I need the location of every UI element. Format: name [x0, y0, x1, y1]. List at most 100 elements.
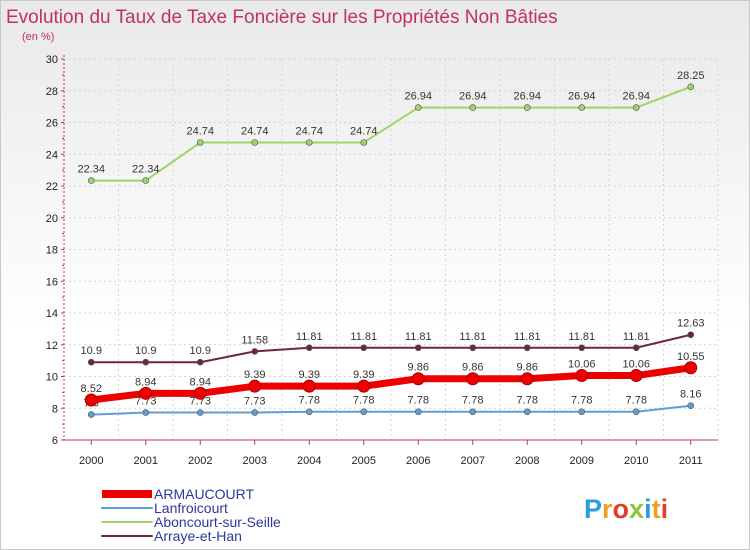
data-label-ARMAUCOURT-2006: 9.86 — [408, 362, 429, 374]
point-Aboncourt-sur-Seille-2008 — [523, 104, 531, 111]
data-label-Arraye-et-Han-2002: 10.9 — [190, 345, 211, 357]
data-label-Lanfroicourt-2004: 7.78 — [299, 395, 320, 407]
chart-subtitle: (en %) — [22, 31, 54, 43]
point-Arraye-et-Han-2010 — [632, 344, 640, 352]
data-label-ARMAUCOURT-2005: 9.39 — [353, 369, 374, 381]
brand-letter: x — [629, 494, 644, 524]
point-ARMAUCOURT-2007 — [466, 372, 480, 386]
point-ARMAUCOURT-2002 — [193, 386, 207, 400]
point-Aboncourt-sur-Seille-2003 — [251, 139, 259, 146]
point-Aboncourt-sur-Seille-2002 — [196, 139, 204, 146]
point-ARMAUCOURT-2008 — [520, 372, 534, 386]
point-Aboncourt-sur-Seille-2010 — [632, 104, 640, 111]
data-label-ARMAUCOURT-2003: 9.39 — [244, 369, 265, 381]
legend-label-Lanfroicourt: Lanfroicourt — [154, 500, 228, 516]
data-label-Lanfroicourt-2003: 7.73 — [244, 396, 265, 408]
point-Arraye-et-Han-2001 — [142, 358, 150, 366]
point-Arraye-et-Han-2004 — [305, 344, 313, 352]
data-label-Lanfroicourt-2011: 8.16 — [680, 389, 701, 401]
data-label-Arraye-et-Han-2000: 10.9 — [81, 345, 102, 357]
data-label-Aboncourt-sur-Seille-2005: 24.74 — [350, 126, 378, 138]
data-label-Lanfroicourt-2002: 7.73 — [190, 396, 211, 408]
point-Aboncourt-sur-Seille-2001 — [142, 177, 150, 184]
data-label-Lanfroicourt-2007: 7.78 — [462, 395, 483, 407]
series-line-ARMAUCOURT — [87, 364, 695, 404]
brand-letter: o — [613, 494, 630, 524]
data-label-ARMAUCOURT-2008: 9.86 — [517, 362, 538, 374]
point-Arraye-et-Han-2002 — [196, 358, 204, 366]
x-tick-label-2006: 2006 — [406, 455, 430, 467]
point-Lanfroicourt-2005 — [360, 408, 368, 416]
legend-label-Arraye-et-Han: Arraye-et-Han — [154, 528, 242, 544]
data-label-Arraye-et-Han-2006: 11.81 — [405, 331, 432, 343]
point-Aboncourt-sur-Seille-2006 — [414, 104, 422, 111]
x-tick-label-2002: 2002 — [188, 455, 212, 467]
data-label-Aboncourt-sur-Seille-2002: 24.74 — [186, 126, 214, 138]
point-Lanfroicourt-2003 — [251, 409, 259, 416]
point-Arraye-et-Han-2000 — [87, 358, 95, 366]
data-label-ARMAUCOURT-2002: 8.94 — [190, 376, 211, 388]
legend: ARMAUCOURTLanfroicourtAboncourt-sur-Seil… — [101, 486, 281, 544]
point-Aboncourt-sur-Seille-2005 — [360, 139, 368, 146]
y-tick-label-14: 14 — [46, 308, 58, 320]
y-tick-label-10: 10 — [46, 372, 58, 384]
point-Lanfroicourt-2006 — [414, 408, 422, 416]
x-tick-label-2001: 2001 — [134, 455, 158, 467]
point-Lanfroicourt-2001 — [142, 409, 150, 416]
point-Aboncourt-sur-Seille-2004 — [305, 139, 313, 146]
data-label-Aboncourt-sur-Seille-2003: 24.74 — [241, 126, 269, 138]
point-ARMAUCOURT-2005 — [357, 379, 371, 393]
data-label-Arraye-et-Han-2007: 11.81 — [459, 331, 486, 343]
data-label-Lanfroicourt-2001: 7.73 — [135, 396, 156, 408]
point-Arraye-et-Han-2006 — [414, 344, 422, 352]
point-Aboncourt-sur-Seille-2009 — [578, 104, 586, 111]
data-label-Aboncourt-sur-Seille-2001: 22.34 — [132, 164, 160, 176]
point-ARMAUCOURT-2006 — [411, 372, 425, 386]
point-ARMAUCOURT-2004 — [302, 379, 316, 393]
point-Arraye-et-Han-2005 — [360, 344, 368, 352]
point-Lanfroicourt-2000 — [87, 411, 95, 418]
x-tick-label-2004: 2004 — [297, 455, 321, 467]
data-label-Lanfroicourt-2009: 7.78 — [571, 395, 592, 407]
data-label-Aboncourt-sur-Seille-2009: 26.94 — [568, 91, 596, 103]
x-tick-label-2010: 2010 — [624, 455, 648, 467]
point-Arraye-et-Han-2011 — [687, 331, 695, 339]
point-Arraye-et-Han-2008 — [523, 344, 531, 352]
x-tick-label-2005: 2005 — [352, 455, 376, 467]
point-Arraye-et-Han-2007 — [469, 344, 477, 352]
x-tick-label-2009: 2009 — [570, 455, 594, 467]
point-Aboncourt-sur-Seille-2000 — [87, 177, 95, 184]
point-Aboncourt-sur-Seille-2007 — [469, 104, 477, 111]
data-label-ARMAUCOURT-2001: 8.94 — [135, 376, 156, 388]
legend-label-Aboncourt-sur-Seille: Aboncourt-sur-Seille — [154, 514, 281, 530]
point-ARMAUCOURT-2001 — [139, 386, 153, 400]
data-label-Aboncourt-sur-Seille-2004: 24.74 — [295, 126, 323, 138]
y-tick-label-30: 30 — [46, 54, 58, 66]
y-tick-label-18: 18 — [46, 245, 58, 257]
legend-label-ARMAUCOURT: ARMAUCOURT — [154, 486, 255, 502]
proxiti-logo: Proxiti — [584, 494, 668, 524]
data-label-ARMAUCOURT-2010: 10.06 — [622, 359, 650, 371]
brand-letter: r — [602, 494, 613, 524]
data-label-Lanfroicourt-2006: 7.78 — [408, 395, 429, 407]
data-label-Arraye-et-Han-2001: 10.9 — [135, 345, 156, 357]
data-label-Arraye-et-Han-2010: 11.81 — [623, 331, 650, 343]
chart-title: Evolution du Taux de Taxe Foncière sur l… — [6, 7, 558, 28]
data-label-Lanfroicourt-2008: 7.78 — [517, 395, 538, 407]
x-tick-label-2011: 2011 — [679, 455, 703, 467]
data-label-Arraye-et-Han-2003: 11.58 — [241, 334, 268, 346]
data-label-Lanfroicourt-2010: 7.78 — [626, 395, 647, 407]
point-ARMAUCOURT-2009 — [575, 369, 589, 383]
data-label-Aboncourt-sur-Seille-2010: 26.94 — [622, 91, 650, 103]
series-line-Lanfroicourt — [90, 404, 692, 416]
data-label-Aboncourt-sur-Seille-2008: 26.94 — [513, 91, 541, 103]
series-line-Aboncourt-sur-Seille — [90, 85, 692, 182]
data-label-ARMAUCOURT-2011: 10.55 — [677, 351, 705, 363]
point-Arraye-et-Han-2009 — [578, 344, 586, 352]
brand-letter: i — [644, 494, 652, 524]
series-group: 22.34 22.34 24.74 24.74 24.74 24.74 26.94 26.94… — [77, 70, 705, 418]
brand-letter: P — [584, 494, 602, 524]
data-label-ARMAUCOURT-2007: 9.86 — [462, 362, 483, 374]
